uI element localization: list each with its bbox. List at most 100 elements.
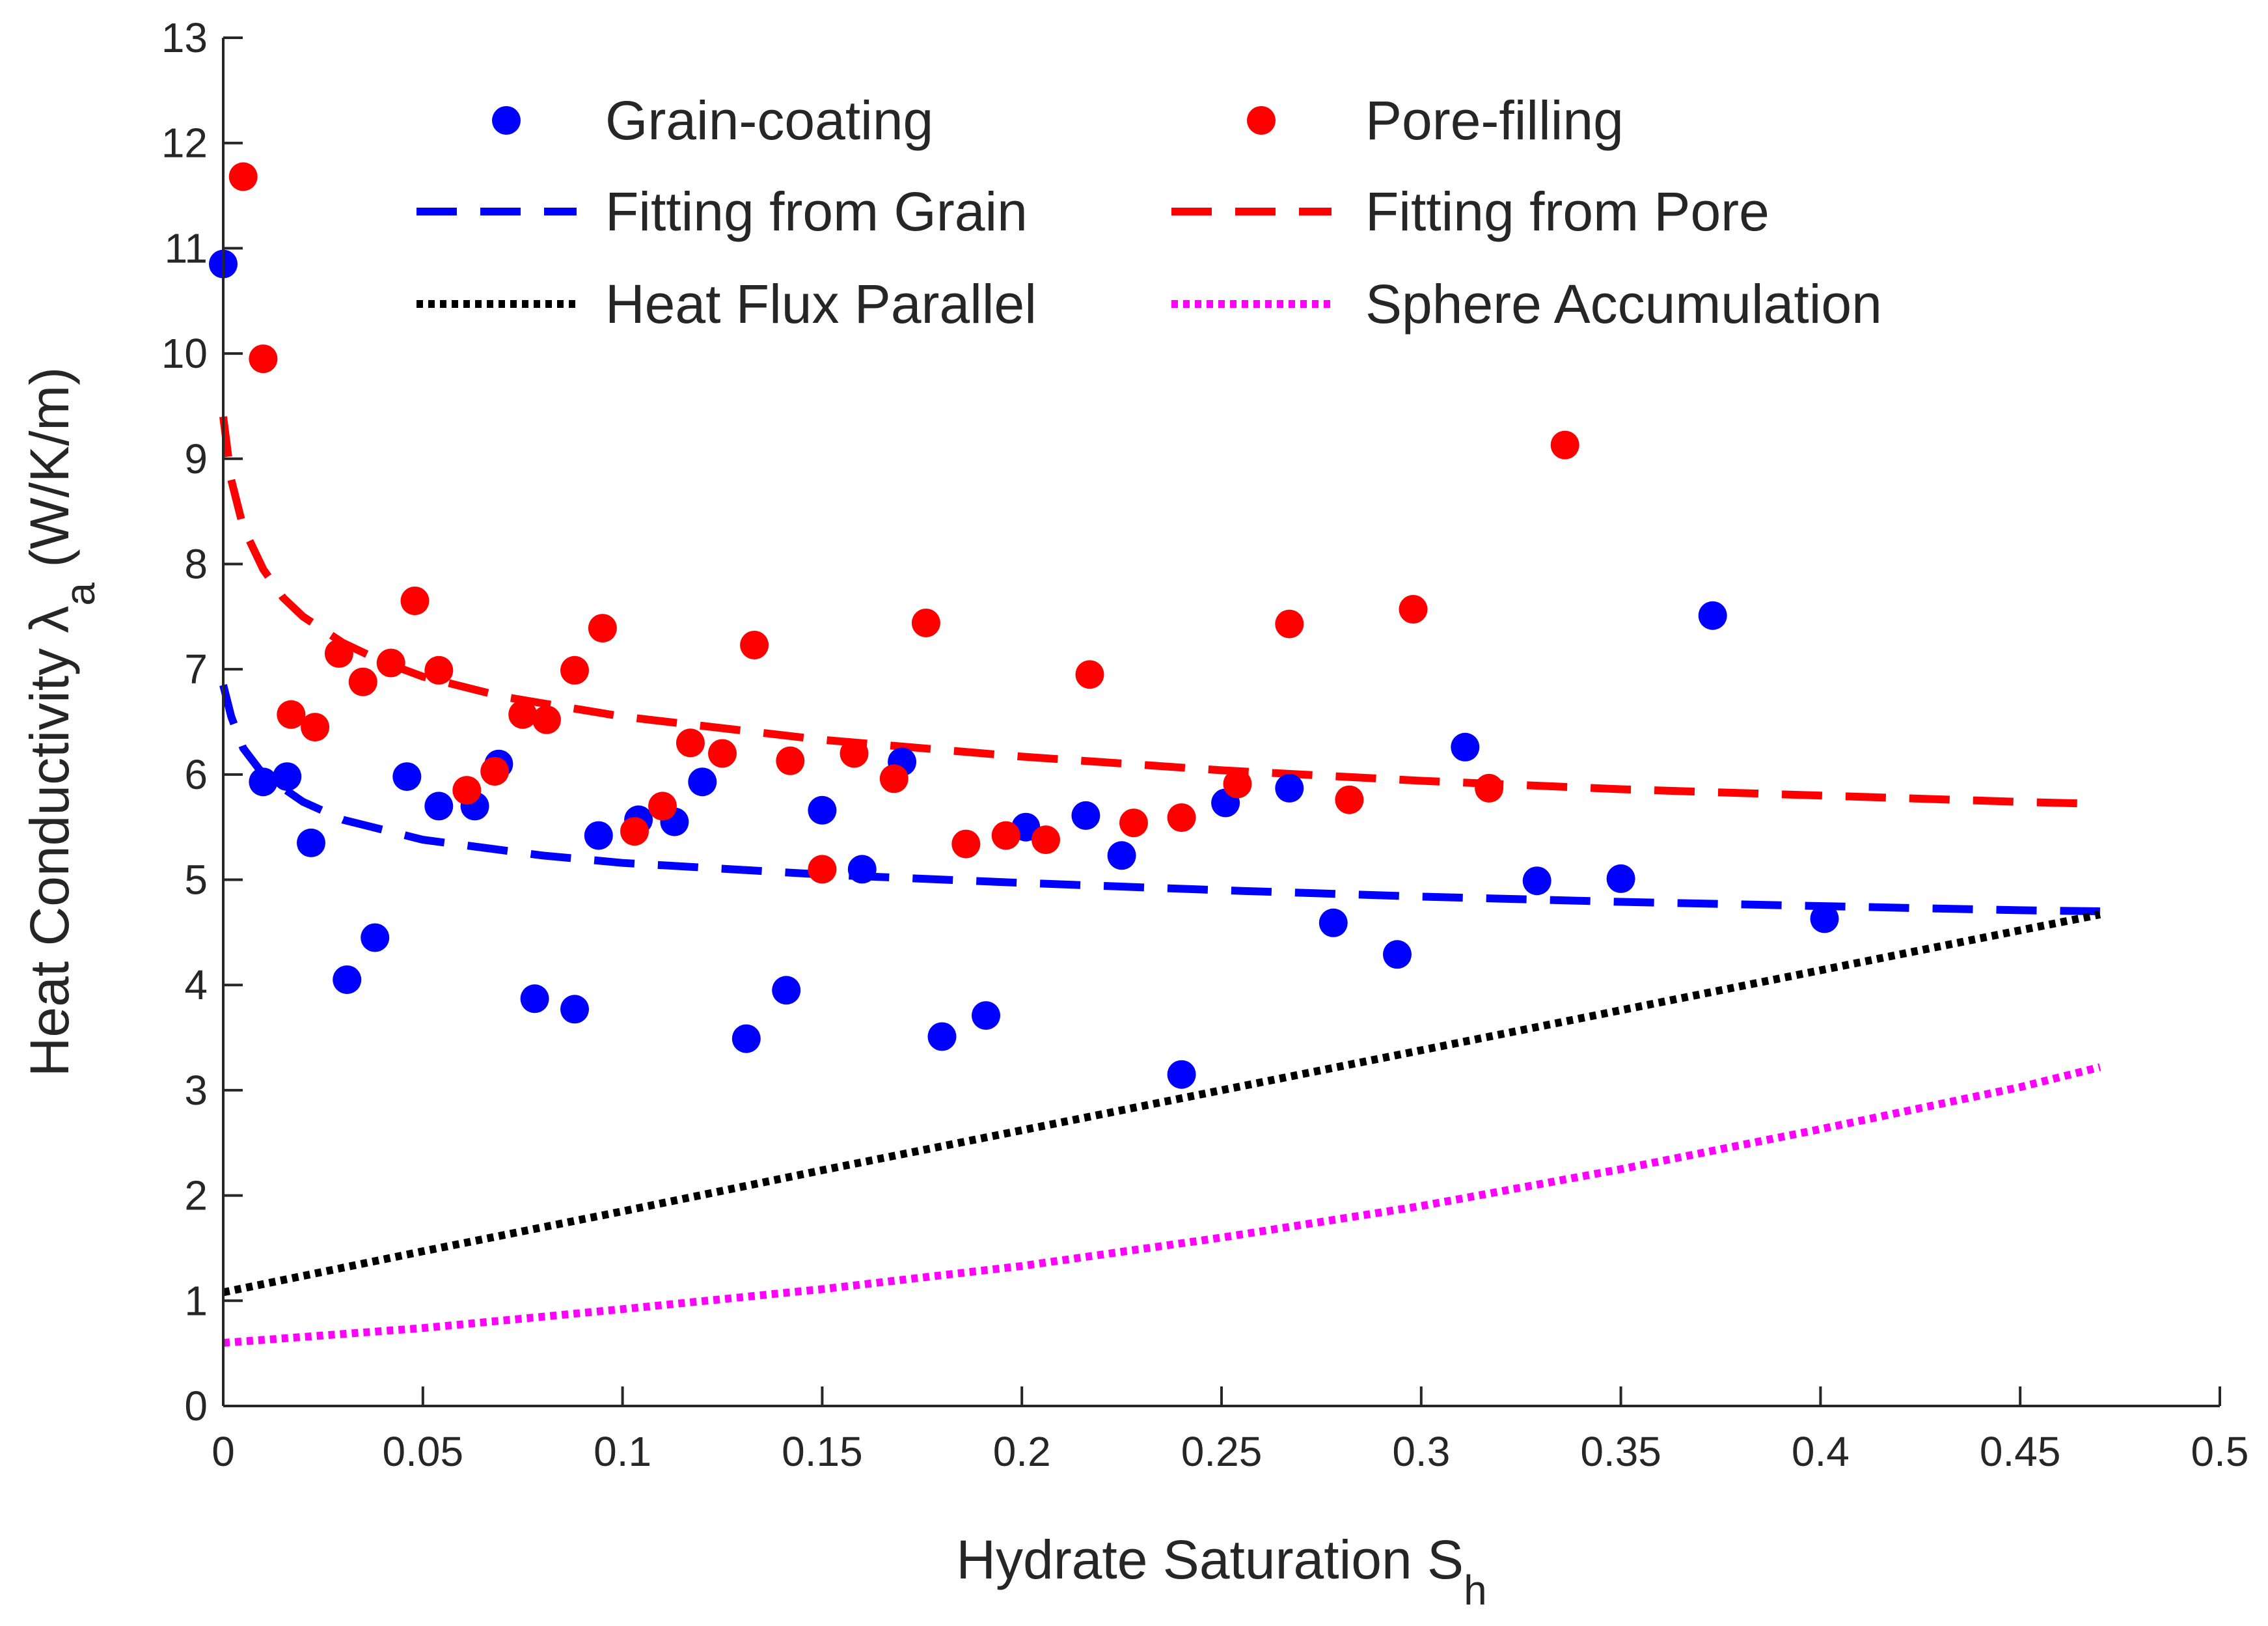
x-axis-title: Hydrate Saturation Sh [956,1529,1486,1614]
pore-filling-point [1399,595,1428,624]
pore-filling-point [808,855,837,884]
grain-coating-point [333,965,362,995]
grain-coating-point [273,762,302,792]
pore-filling-point [560,655,589,685]
legend: Grain-coating Pore-filling Fitting from Gr… [417,90,1882,335]
pore-filling-point [1075,660,1104,689]
pore-filling-point [776,746,805,775]
y-tick-label: 1 [184,1277,208,1324]
grain-coating-point [1451,732,1480,762]
y-tick-label: 9 [184,435,208,482]
y-tick-label: 11 [165,225,208,271]
grain-coating-point [731,1024,761,1053]
x-ticks: 0 0.05 0.1 0.15 0.2 0.25 0.3 0.35 0.4 0.45 0.5 [212,1386,2248,1475]
y-tick-label: 0 [184,1383,208,1429]
grain-coating-point [520,984,549,1013]
pore-filling-point [951,829,981,859]
pore-filling-point [376,648,405,678]
legend-item-grain-coating: Grain-coating [492,90,933,151]
x-tick-label: 0.45 [1980,1428,2061,1475]
pore-filling-point [532,705,561,734]
grain-coating-point [1606,864,1635,893]
pore-filling-point [708,739,737,768]
grain-coating-point [1275,773,1304,803]
pore-filling-point [879,764,909,793]
pore-filling-point [249,344,278,374]
pore-filling-point [324,639,353,668]
y-tick-label: 7 [184,646,208,693]
grain-coating-point [1698,601,1727,630]
pore-filling-point [1119,808,1148,838]
grain-coating-point [249,767,278,797]
pore-filling-point [228,162,258,191]
pore-filling-point [991,821,1020,850]
fitting-from-grain-line [219,683,2100,915]
grain-coating-point [972,1001,1000,1030]
pore-filling-point [1550,430,1579,460]
grain-coating-point [1810,904,1839,933]
grain-coating-point [392,762,422,792]
x-tick-label: 0 [212,1428,235,1475]
grain-coating-point [808,795,837,825]
legend-label: Fitting from Grain [605,181,1028,242]
grain-coating-point [688,767,717,797]
y-tick-label: 6 [184,751,208,798]
y-tick-label: 12 [161,120,208,167]
grain-coating-point [560,995,589,1024]
x-tick-label: 0.1 [594,1428,651,1475]
legend-label: Sphere Accumulation [1365,273,1882,335]
grain-coating-point [847,855,877,884]
y-tick-label: 13 [161,14,208,61]
pore-filling-point [1335,785,1364,814]
x-tick-label: 0.25 [1181,1428,1263,1475]
pore-filling-point [620,817,649,846]
grain-coating-point [1383,940,1412,969]
x-tick-label: 0.05 [383,1428,464,1475]
pore-filling-point [424,655,454,685]
legend-marker [492,106,521,135]
y-tick-label: 3 [184,1067,208,1114]
sphere-accumulation-line [223,1063,2101,1347]
grain-coating-point [1167,1060,1196,1089]
fitting-from-pore-line [219,416,2101,808]
pore-filling-point [840,739,869,768]
grain-coating-point [1318,908,1348,937]
pore-filling-point [1275,609,1304,639]
fit-curves [219,416,2101,1347]
x-tick-label: 0.3 [1392,1428,1450,1475]
pore-filling-point [508,700,538,729]
heat-flux-parallel-line [222,911,2101,1297]
x-tick-label: 0.2 [993,1428,1051,1475]
pore-filling-point [1223,769,1252,799]
pore-filling-point [676,728,705,758]
pore-filling-point [277,700,306,729]
legend-label: Pore-filling [1365,90,1624,151]
grain-coating-point [297,828,325,857]
x-tick-label: 0.15 [782,1428,863,1475]
y-axis-title: Heat Conductivity λa (W/K/m) [19,367,103,1077]
pore-filling-point [740,631,769,659]
y-tick-label: 10 [161,330,208,377]
pore-filling-point [348,667,377,696]
pore-filling-point [480,757,510,786]
legend-item-pore-filling: Pore-filling [1247,90,1624,151]
legend-item-fitting-from-pore: Fitting from Pore [1171,181,1769,242]
pore-filling-point [1475,773,1504,803]
pore-filling-point [400,586,430,616]
pore-filling-point [1032,825,1060,855]
pore-filling-point [452,776,482,805]
legend-label: Grain-coating [605,90,933,151]
legend-label: Heat Flux Parallel [605,273,1037,335]
grain-coating-point [1107,841,1136,870]
pore-filling-point [588,614,617,643]
grain-coating-point [772,976,801,1005]
grain-coating-point [361,923,390,952]
legend-label: Fitting from Pore [1365,181,1769,242]
x-tick-label: 0.4 [1792,1428,1850,1475]
pore-filling-point [1167,803,1196,833]
y-tick-label: 4 [184,961,208,1008]
pore-filling-point [911,609,940,637]
grain-coating-point [424,792,454,821]
legend-marker [1247,106,1276,135]
